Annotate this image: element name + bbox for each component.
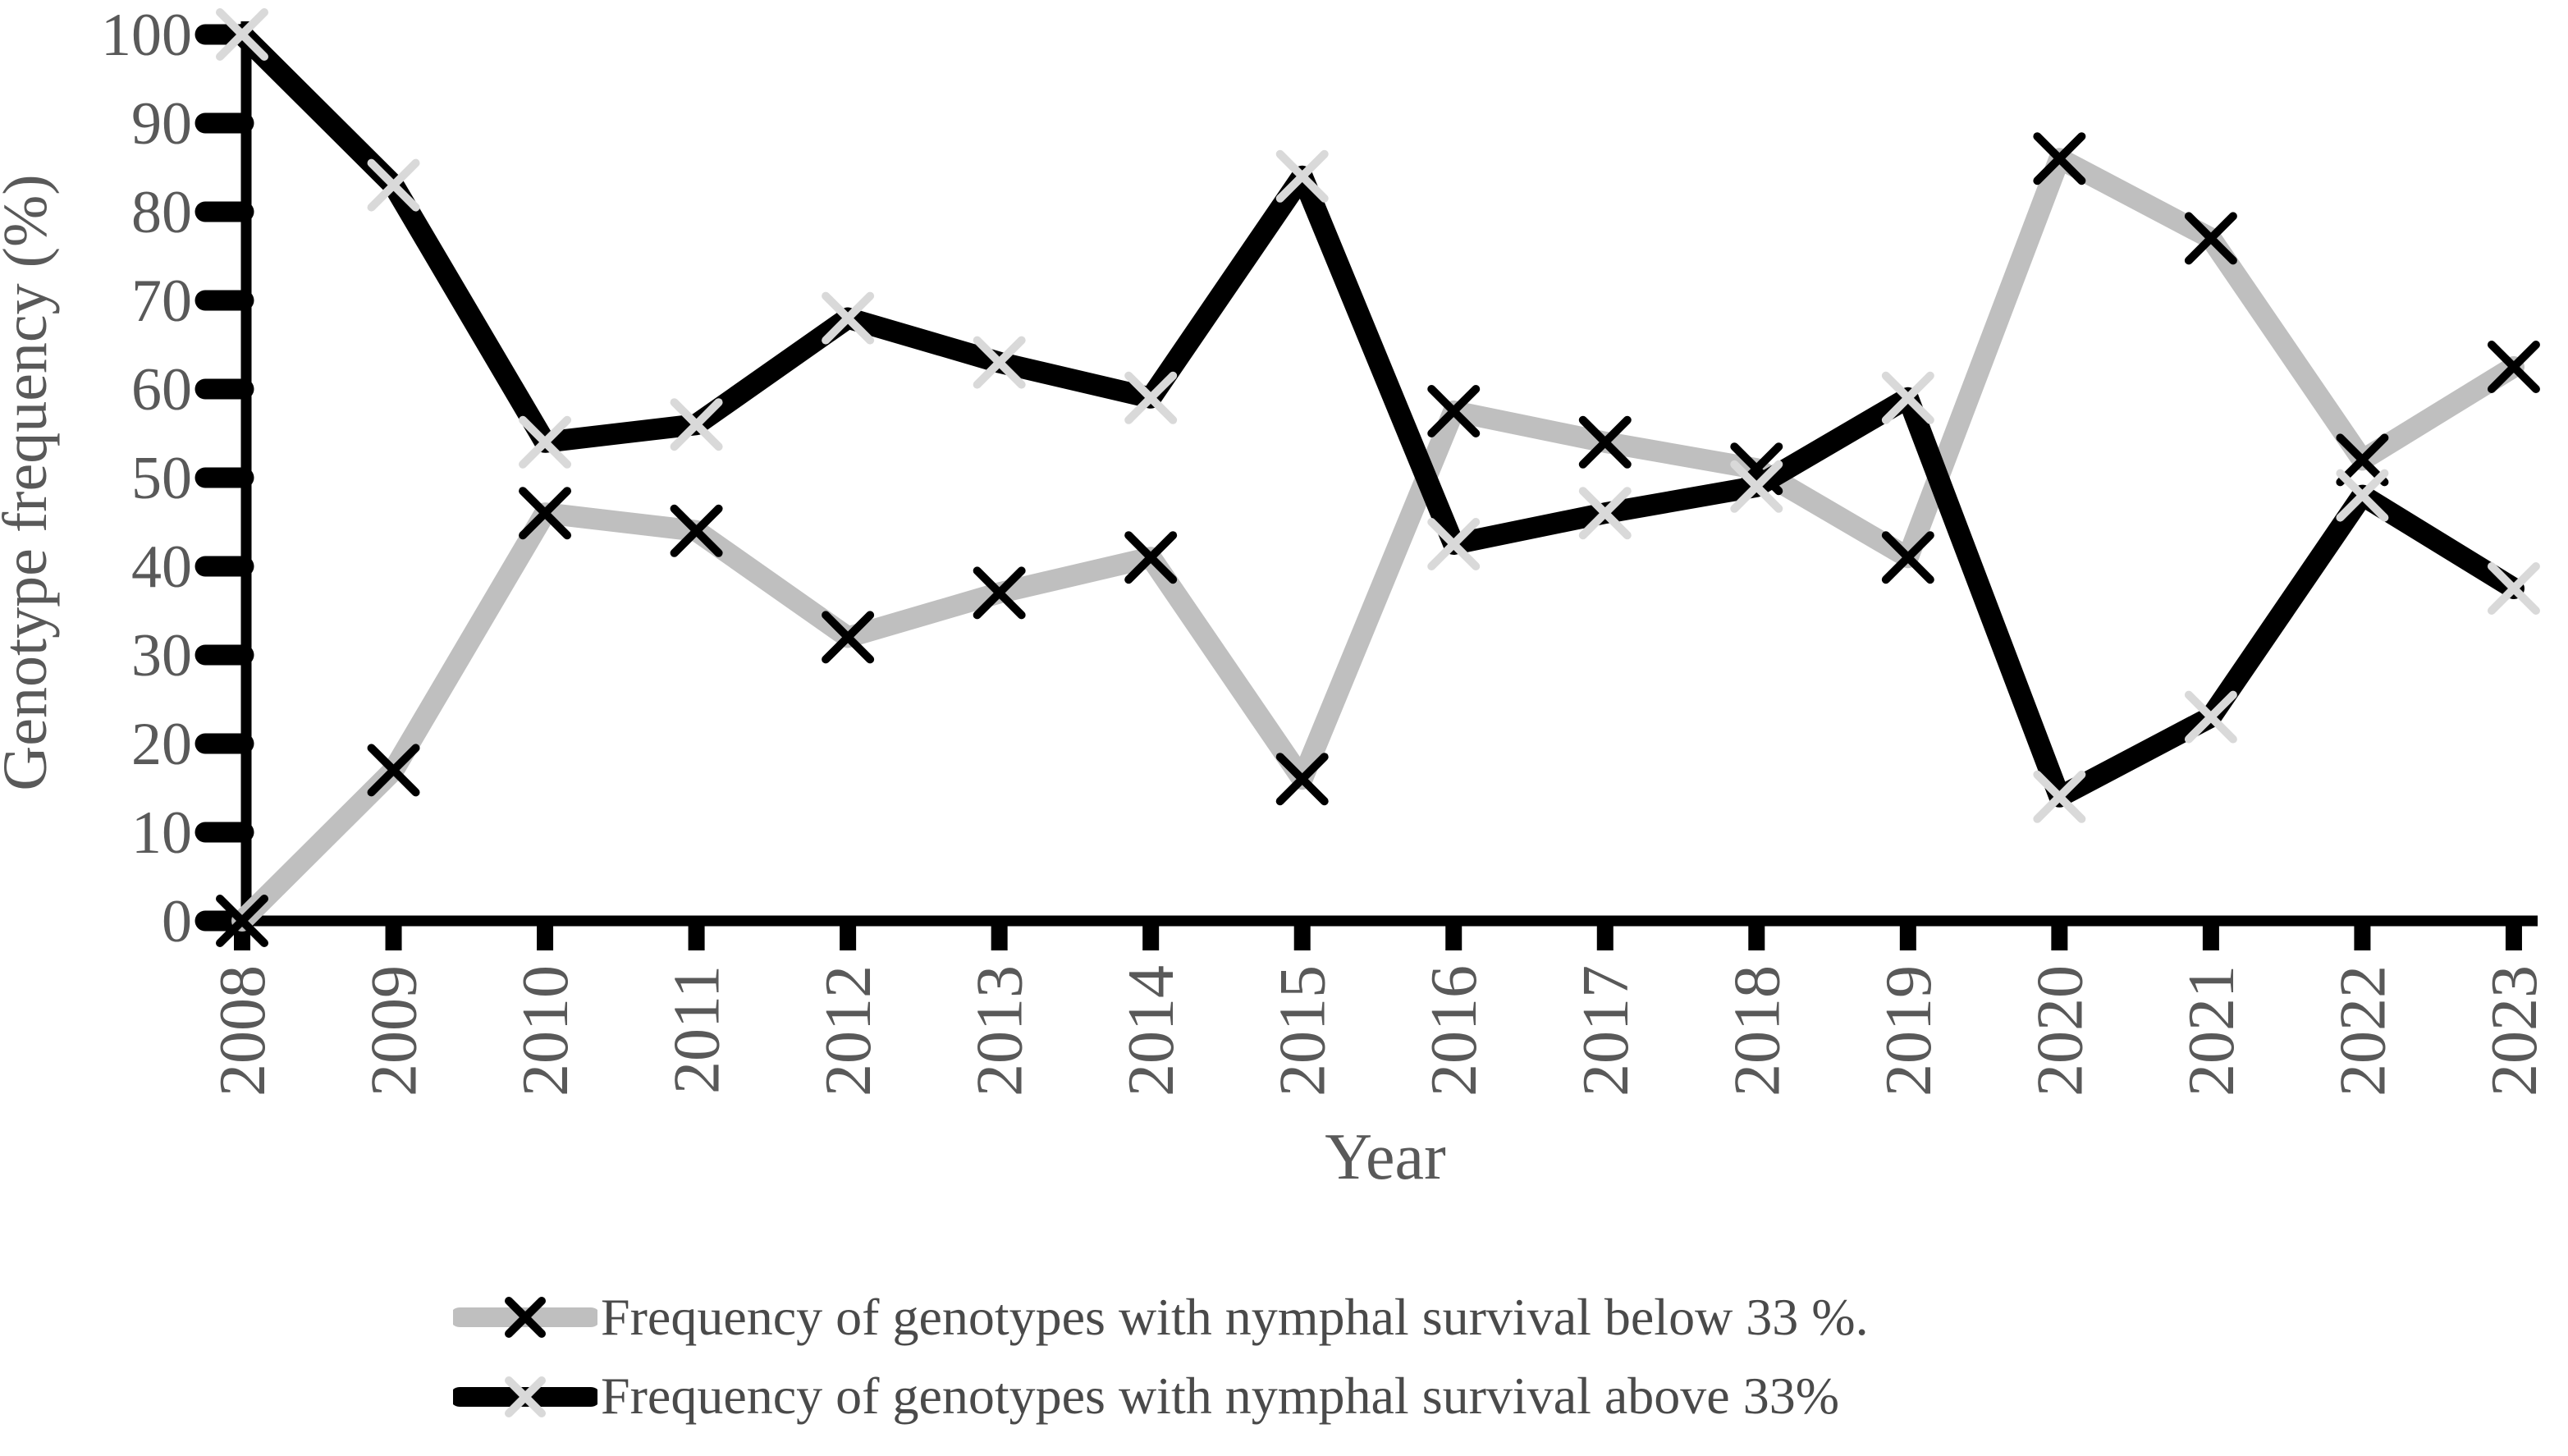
marker-s1-2015 bbox=[1275, 149, 1329, 203]
x-tick-label-2020: 2020 bbox=[2024, 965, 2096, 1097]
marker-s0-2023 bbox=[2487, 341, 2540, 393]
series-line-1 bbox=[231, 24, 2525, 808]
y-tick-label-80: 80 bbox=[131, 179, 192, 246]
marker-s1-2009 bbox=[367, 158, 420, 212]
marker-s1-2012 bbox=[822, 291, 875, 345]
x-tick-label-2013: 2013 bbox=[964, 965, 1037, 1097]
marker-s0-2015 bbox=[1275, 753, 1329, 806]
y-tick-label-10: 10 bbox=[131, 799, 192, 867]
marker-s1-2019 bbox=[1881, 371, 1934, 424]
marker-s1-2013 bbox=[973, 336, 1026, 389]
marker-s0-2021 bbox=[2184, 212, 2237, 265]
x-tick-label-2011: 2011 bbox=[661, 965, 734, 1094]
marker-s0-2008 bbox=[216, 895, 268, 947]
marker-s1-2011 bbox=[670, 398, 723, 451]
legend-label-above-33: Frequency of genotypes with nymphal surv… bbox=[601, 1367, 1839, 1426]
x-tick-label-2010: 2010 bbox=[510, 965, 582, 1097]
marker-s0-2014 bbox=[1124, 531, 1178, 584]
marker-s1-2020 bbox=[2033, 770, 2086, 823]
marker-s1-2017 bbox=[1578, 487, 1632, 540]
legend-item-below-33: Frequency of genotypes with nymphal surv… bbox=[453, 1288, 1869, 1346]
marker-s0-2009 bbox=[367, 744, 420, 797]
marker-s1-2021 bbox=[2184, 690, 2237, 744]
y-tick-label-90: 90 bbox=[131, 90, 192, 158]
x-axis-title: Year bbox=[1325, 1121, 1445, 1193]
x-tick-label-2018: 2018 bbox=[1721, 965, 1793, 1097]
y-tick-label-30: 30 bbox=[131, 622, 192, 689]
marker-s1-2018 bbox=[1730, 460, 1783, 513]
x-tick-label-2009: 2009 bbox=[359, 965, 431, 1097]
x-tick-label-2014: 2014 bbox=[1115, 965, 1188, 1097]
y-axis-title: Genotype frequency (%) bbox=[0, 174, 60, 790]
marker-s0-2010 bbox=[519, 487, 572, 540]
marker-s0-2017 bbox=[1578, 415, 1632, 469]
x-tick-label-2019: 2019 bbox=[1873, 965, 1945, 1097]
y-tick-label-100: 100 bbox=[101, 2, 192, 69]
x-tick-label-2016: 2016 bbox=[1418, 965, 1490, 1097]
x-tick-label-2021: 2021 bbox=[2176, 965, 2248, 1097]
marker-s0-2016 bbox=[1427, 385, 1481, 437]
y-tick-label-20: 20 bbox=[131, 711, 192, 778]
y-tick-label-60: 60 bbox=[131, 356, 192, 424]
y-tick-label-40: 40 bbox=[131, 533, 192, 601]
marker-s1-2016 bbox=[1427, 518, 1481, 570]
marker-s1-2014 bbox=[1124, 371, 1178, 424]
marker-s0-2019 bbox=[1881, 531, 1934, 584]
legend-line-x-above-33-icon bbox=[453, 1376, 597, 1417]
marker-s0-2012 bbox=[822, 611, 875, 664]
legend-line-x-below-33-icon bbox=[453, 1297, 597, 1339]
marker-s0-2022 bbox=[2336, 433, 2389, 487]
x-tick-label-2015: 2015 bbox=[1267, 965, 1339, 1097]
marker-s1-2023 bbox=[2487, 562, 2540, 615]
legend-label-below-33: Frequency of genotypes with nymphal surv… bbox=[601, 1288, 1869, 1346]
chart-legend: Frequency of genotypes with nymphal surv… bbox=[453, 1288, 1869, 1426]
y-tick-label-0: 0 bbox=[162, 888, 192, 955]
marker-s1-2010 bbox=[519, 415, 572, 469]
x-tick-label-2023: 2023 bbox=[2479, 965, 2551, 1097]
y-tick-label-50: 50 bbox=[131, 445, 192, 512]
x-tick-label-2008: 2008 bbox=[207, 965, 279, 1097]
marker-s0-2011 bbox=[670, 504, 723, 557]
marker-s1-2022 bbox=[2336, 469, 2389, 522]
marker-s1-2008 bbox=[216, 8, 268, 61]
y-tick-label-70: 70 bbox=[131, 268, 192, 335]
marker-s0-2020 bbox=[2033, 132, 2086, 185]
series-line-0 bbox=[231, 148, 2525, 932]
x-tick-label-2017: 2017 bbox=[1570, 965, 1642, 1097]
x-tick-label-2012: 2012 bbox=[813, 965, 885, 1097]
x-tick-label-2022: 2022 bbox=[2327, 965, 2399, 1097]
marker-s0-2013 bbox=[973, 566, 1026, 620]
legend-item-above-33: Frequency of genotypes with nymphal surv… bbox=[453, 1367, 1869, 1425]
